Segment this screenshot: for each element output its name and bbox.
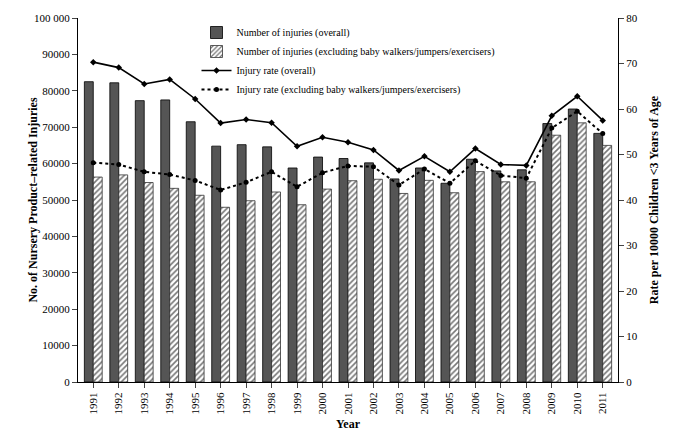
svg-text:10000: 10000	[42, 339, 70, 351]
svg-text:1993: 1993	[138, 392, 150, 415]
svg-text:40000: 40000	[42, 230, 70, 242]
svg-text:Injury rate (overall): Injury rate (overall)	[237, 65, 316, 77]
svg-text:30: 30	[626, 239, 638, 251]
svg-text:1999: 1999	[291, 392, 303, 415]
svg-text:1992: 1992	[112, 392, 124, 414]
svg-text:30000: 30000	[42, 267, 70, 279]
svg-text:1997: 1997	[240, 392, 252, 415]
svg-text:0: 0	[64, 376, 70, 388]
svg-text:1991: 1991	[87, 392, 99, 414]
svg-text:20000: 20000	[42, 303, 70, 315]
svg-text:2004: 2004	[418, 392, 430, 415]
svg-text:Injury rate (excluding baby wa: Injury rate (excluding baby walkers/jump…	[237, 84, 461, 96]
svg-text:2008: 2008	[520, 392, 532, 415]
svg-text:40: 40	[626, 194, 638, 206]
svg-text:50: 50	[626, 148, 638, 160]
svg-text:70000: 70000	[42, 121, 70, 133]
svg-text:100 000: 100 000	[34, 12, 70, 24]
svg-text:60000: 60000	[42, 157, 70, 169]
svg-text:Number of injuries (excluding: Number of injuries (excluding baby walke…	[237, 46, 495, 58]
svg-text:1996: 1996	[214, 392, 226, 415]
svg-text:2009: 2009	[545, 392, 557, 415]
svg-text:1998: 1998	[265, 392, 277, 415]
svg-text:2003: 2003	[393, 392, 405, 415]
svg-text:2011: 2011	[596, 392, 608, 414]
svg-text:80: 80	[626, 12, 638, 24]
svg-text:1994: 1994	[163, 392, 175, 415]
svg-text:Number of injuries (overall): Number of injuries (overall)	[237, 27, 350, 39]
svg-text:20: 20	[626, 285, 638, 297]
svg-text:2000: 2000	[316, 392, 328, 415]
svg-text:0: 0	[626, 376, 632, 388]
svg-text:2001: 2001	[342, 392, 354, 414]
svg-text:No. of Nursery Product–related: No. of Nursery Product–related Injuries	[26, 97, 40, 303]
svg-text:10: 10	[626, 330, 638, 342]
svg-text:50000: 50000	[42, 194, 70, 206]
svg-text:Rate per 10000 Children <3 Yea: Rate per 10000 Children <3 Years of Age	[647, 95, 661, 304]
svg-text:70: 70	[626, 57, 638, 69]
svg-text:60: 60	[626, 103, 638, 115]
svg-text:2007: 2007	[494, 392, 506, 415]
svg-text:2010: 2010	[571, 392, 583, 415]
svg-text:1995: 1995	[189, 392, 201, 415]
svg-text:2006: 2006	[469, 392, 481, 415]
svg-text:90000: 90000	[42, 48, 70, 60]
svg-text:2005: 2005	[443, 392, 455, 415]
svg-text:2002: 2002	[367, 392, 379, 414]
svg-text:80000: 80000	[42, 85, 70, 97]
svg-text:Year: Year	[336, 417, 361, 431]
